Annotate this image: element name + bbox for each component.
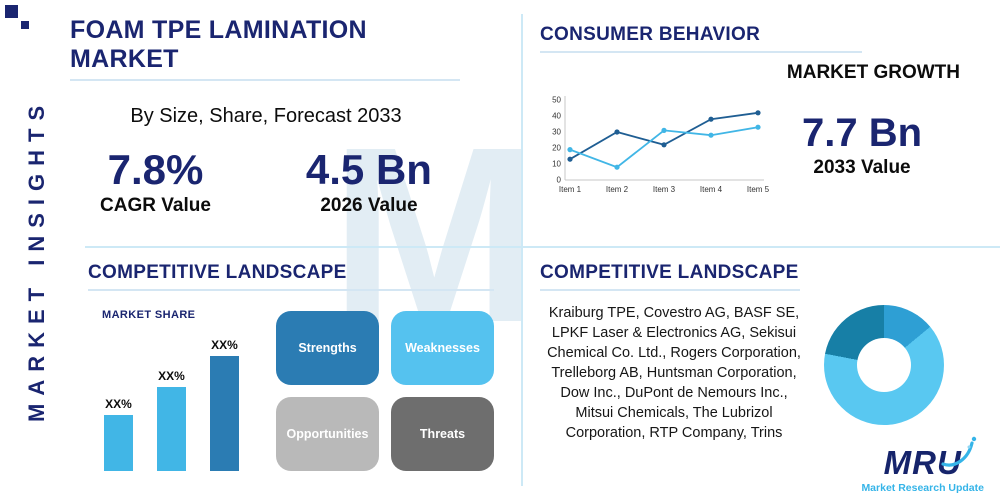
data-point bbox=[708, 132, 714, 138]
y-tick-label: 50 bbox=[552, 96, 561, 105]
logo-text: MRU bbox=[883, 444, 962, 481]
report-subtitle: By Size, Share, Forecast 2033 bbox=[130, 105, 402, 127]
data-point bbox=[614, 164, 620, 170]
donut-hole bbox=[857, 338, 911, 392]
competitive-landscape-right-section: COMPETITIVE LANDSCAPE Kraiburg TPE, Cove… bbox=[540, 262, 992, 443]
x-tick-label: Item 4 bbox=[700, 185, 723, 194]
swot-grid: Strengths Weaknesses Opportunities Threats bbox=[276, 311, 494, 471]
value-2033-label: 2033 Value bbox=[813, 156, 911, 178]
vertical-divider bbox=[521, 14, 523, 486]
key-stats: 7.8% CAGR Value 4.5 Bn 2026 Value bbox=[70, 146, 462, 217]
market-overview-section: FOAM TPE LAMINATION MARKET By Size, Shar… bbox=[70, 16, 462, 217]
data-point bbox=[567, 156, 573, 162]
data-point bbox=[708, 116, 714, 122]
swot-cell-threats: Threats bbox=[391, 397, 494, 471]
value-2026: 4.5 Bn bbox=[305, 146, 432, 193]
data-point bbox=[614, 129, 620, 135]
y-tick-label: 40 bbox=[552, 112, 561, 121]
data-point bbox=[755, 124, 761, 130]
data-point bbox=[755, 110, 761, 116]
growth-line-chart: 0 10 20 30 40 50 Item 1 Item 2 Item 3 Item 4 Item … bbox=[552, 96, 770, 195]
value-2033: 7.7 Bn bbox=[802, 110, 923, 155]
bar-value-label: XX% bbox=[211, 337, 238, 352]
consumer-behavior-heading: CONSUMER BEHAVIOR bbox=[540, 24, 761, 45]
market-share-donut bbox=[824, 305, 944, 425]
competitive-landscape-right-underline bbox=[540, 289, 800, 291]
market-share-chart: XX% XX% XX% bbox=[88, 323, 266, 471]
logo-tagline: Market Research Update bbox=[861, 482, 984, 494]
value-2026-label: 2026 Value bbox=[320, 195, 418, 217]
logo-swoosh-icon bbox=[941, 436, 976, 467]
bar bbox=[210, 355, 239, 471]
competitive-left-row: MARKET SHARE XX% XX% XX% Strengths Weakness… bbox=[88, 299, 502, 471]
title-underline bbox=[70, 79, 460, 81]
consumer-behavior-underline bbox=[540, 51, 862, 53]
market-share-bar-column: XX% bbox=[157, 323, 186, 471]
brand-logo: MRU Market Research Update bbox=[861, 436, 984, 494]
consumer-behavior-section: CONSUMER BEHAVIOR MARKET GROWTH 0 10 20 30 4… bbox=[540, 24, 986, 200]
competitive-landscape-left-section: COMPETITIVE LANDSCAPE MARKET SHARE XX% XX… bbox=[88, 262, 502, 471]
y-tick-label: 0 bbox=[557, 176, 562, 185]
page-title: FOAM TPE LAMINATION MARKET bbox=[70, 16, 367, 73]
competitive-right-row: Kraiburg TPE, Covestro AG, BASF SE, LPKF… bbox=[540, 303, 992, 443]
y-tick-label: 30 bbox=[552, 128, 561, 137]
market-share-block: MARKET SHARE XX% XX% XX% bbox=[88, 299, 266, 471]
value-2026-stat: 4.5 Bn 2026 Value bbox=[305, 146, 432, 217]
competitive-landscape-left-heading: COMPETITIVE LANDSCAPE bbox=[88, 262, 347, 283]
swot-cell-weaknesses: Weaknesses bbox=[391, 311, 494, 385]
bar-value-label: XX% bbox=[158, 368, 185, 383]
market-share-bar-column: XX% bbox=[104, 323, 133, 471]
x-tick-label: Item 2 bbox=[606, 185, 629, 194]
logo-row: MRU bbox=[883, 436, 976, 482]
x-tick-label: Item 5 bbox=[747, 185, 770, 194]
market-share-title: MARKET SHARE bbox=[102, 309, 196, 321]
cagr-stat: 7.8% CAGR Value bbox=[100, 146, 211, 217]
value-2033-stat: 7.7 Bn 2033 Value bbox=[802, 112, 922, 179]
x-tick-label: Item 3 bbox=[653, 185, 676, 194]
x-tick-label: Item 1 bbox=[559, 185, 582, 194]
data-point bbox=[661, 127, 667, 133]
sidebar-title: MARKET INSIGHTS bbox=[24, 97, 49, 423]
data-point bbox=[661, 142, 667, 148]
horizontal-divider bbox=[85, 246, 1000, 248]
decor-square-small bbox=[21, 21, 29, 29]
line-series-series-dark-blue bbox=[569, 111, 759, 160]
swot-cell-opportunities: Opportunities bbox=[276, 397, 379, 471]
bar bbox=[157, 386, 186, 471]
market-growth-heading: MARKET GROWTH bbox=[786, 62, 960, 83]
cagr-label: CAGR Value bbox=[100, 195, 211, 217]
companies-list: Kraiburg TPE, Covestro AG, BASF SE, LPKF… bbox=[547, 305, 801, 441]
competitive-landscape-right-heading: COMPETITIVE LANDSCAPE bbox=[540, 262, 799, 283]
bar-value-label: XX% bbox=[105, 396, 132, 411]
y-tick-label: 20 bbox=[552, 144, 561, 153]
market-share-bar-column: XX% bbox=[210, 323, 239, 471]
decor-square-large bbox=[5, 5, 18, 18]
swot-cell-strengths: Strengths bbox=[276, 311, 379, 385]
cagr-value: 7.8% bbox=[107, 146, 204, 193]
data-point bbox=[567, 147, 573, 153]
y-tick-label: 10 bbox=[552, 160, 561, 169]
competitive-landscape-left-underline bbox=[88, 289, 494, 291]
bar bbox=[104, 414, 133, 471]
growth-row: 0 10 20 30 40 50 Item 1 Item 2 Item 3 Item 4 Item … bbox=[540, 90, 986, 200]
